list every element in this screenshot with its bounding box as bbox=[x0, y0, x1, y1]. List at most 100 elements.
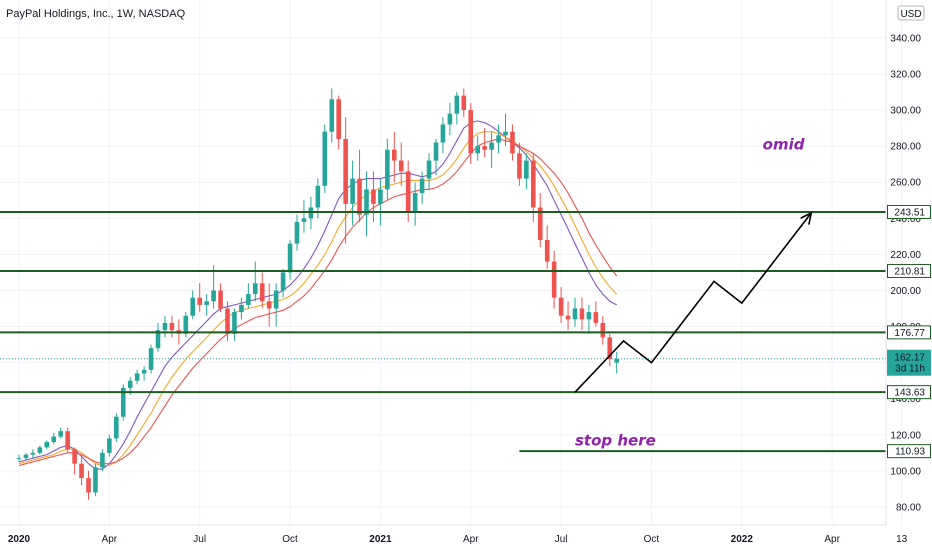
candle bbox=[37, 445, 43, 455]
candle-body bbox=[468, 110, 474, 154]
candle bbox=[475, 135, 480, 161]
candle bbox=[551, 250, 557, 309]
candle bbox=[544, 225, 550, 269]
ma-lines bbox=[18, 120, 618, 470]
candle-body bbox=[558, 297, 564, 316]
candle-body bbox=[579, 308, 585, 320]
x-tick-label: 2022 bbox=[731, 534, 754, 545]
candle-body bbox=[232, 312, 237, 334]
level-tag-label: 176.77 bbox=[894, 328, 925, 339]
candle-body bbox=[204, 301, 209, 305]
candle bbox=[100, 449, 105, 471]
candle bbox=[579, 297, 585, 331]
candle-body bbox=[225, 308, 230, 334]
currency-label: USD bbox=[900, 9, 921, 20]
candle bbox=[447, 102, 453, 136]
candle-body bbox=[322, 131, 328, 186]
horizontal-levels[interactable] bbox=[0, 210, 886, 453]
x-tick-label: Jul bbox=[555, 534, 568, 545]
candle-body bbox=[364, 189, 369, 215]
projection-arrowhead[interactable] bbox=[800, 211, 813, 225]
candle-body bbox=[461, 95, 467, 111]
x-tick-label: Oct bbox=[282, 534, 298, 545]
candle bbox=[558, 286, 564, 323]
annotations[interactable]: omid stop here bbox=[575, 136, 805, 450]
candle-body bbox=[454, 95, 460, 114]
candle-body bbox=[565, 315, 571, 320]
candle-body bbox=[114, 416, 119, 439]
candle bbox=[211, 265, 216, 309]
candle-body bbox=[336, 99, 341, 139]
level-tag: 143.63 bbox=[887, 385, 931, 400]
candle-body bbox=[37, 447, 43, 453]
candle-body bbox=[162, 322, 168, 331]
candle-body bbox=[551, 261, 557, 298]
candle-body bbox=[593, 312, 599, 323]
projection-line[interactable] bbox=[574, 212, 812, 393]
level-tag-label: 243.51 bbox=[894, 207, 925, 218]
candle-body bbox=[197, 297, 202, 305]
candle bbox=[239, 297, 244, 320]
candle-body bbox=[287, 243, 293, 273]
candle-body bbox=[419, 178, 425, 194]
candle-body bbox=[614, 359, 619, 363]
candle-body bbox=[183, 315, 189, 334]
candle bbox=[79, 456, 84, 486]
projection-path[interactable] bbox=[574, 211, 813, 393]
level-tag-inner bbox=[888, 326, 930, 339]
candle bbox=[169, 315, 175, 338]
ma-line-1 bbox=[18, 120, 617, 470]
candle bbox=[58, 427, 63, 439]
candle-body bbox=[148, 348, 154, 370]
level-tag-label: 210.81 bbox=[894, 266, 925, 277]
candle-body bbox=[315, 185, 321, 208]
y-grid-lines bbox=[0, 0, 903, 525]
candle bbox=[225, 301, 230, 341]
y-tick-label: 240.00 bbox=[890, 214, 921, 225]
level-tag: 110.93 bbox=[887, 444, 931, 459]
candle-body bbox=[405, 171, 411, 212]
candle-body bbox=[134, 373, 140, 381]
y-tick-label: 120.00 bbox=[890, 430, 921, 441]
candle bbox=[204, 294, 209, 316]
level-tag-inner bbox=[888, 264, 930, 277]
y-tick-label: 220.00 bbox=[890, 250, 921, 261]
candle bbox=[412, 182, 418, 226]
annotation-text[interactable]: omid bbox=[763, 136, 805, 154]
candle-body bbox=[169, 322, 175, 331]
candle bbox=[357, 149, 362, 222]
candle bbox=[253, 261, 258, 302]
chart-title: PayPal Holdings, Inc., 1W, NASDAQ bbox=[6, 8, 186, 20]
candle bbox=[44, 440, 50, 450]
candle bbox=[461, 88, 467, 118]
x-axis[interactable]: 2020 Apr Jul Oct 2021 Apr Jul Oct 2022 Apr 13 bbox=[8, 534, 908, 545]
candle bbox=[259, 272, 265, 309]
level-tag: 210.81 bbox=[887, 263, 931, 278]
candle-body bbox=[503, 131, 508, 136]
candle bbox=[120, 384, 126, 421]
annotation-text[interactable]: stop here bbox=[575, 432, 656, 450]
candle-body bbox=[572, 308, 578, 320]
candle-body bbox=[253, 283, 258, 295]
level-tag-inner bbox=[888, 445, 930, 458]
candle-body bbox=[16, 458, 22, 460]
candle bbox=[496, 124, 501, 154]
candle-body bbox=[489, 142, 494, 150]
candle-body bbox=[266, 301, 272, 309]
candle bbox=[294, 214, 300, 251]
candle bbox=[30, 449, 36, 459]
candle bbox=[148, 344, 154, 374]
candle bbox=[600, 315, 606, 345]
candle bbox=[65, 427, 70, 453]
currency-badge[interactable]: USD bbox=[897, 5, 925, 21]
candle bbox=[155, 322, 161, 352]
candle bbox=[371, 171, 376, 222]
candle bbox=[246, 283, 251, 309]
y-tick-label: 80.00 bbox=[896, 502, 921, 513]
candle bbox=[162, 315, 168, 338]
candle-body bbox=[496, 135, 501, 143]
candle bbox=[16, 454, 22, 462]
